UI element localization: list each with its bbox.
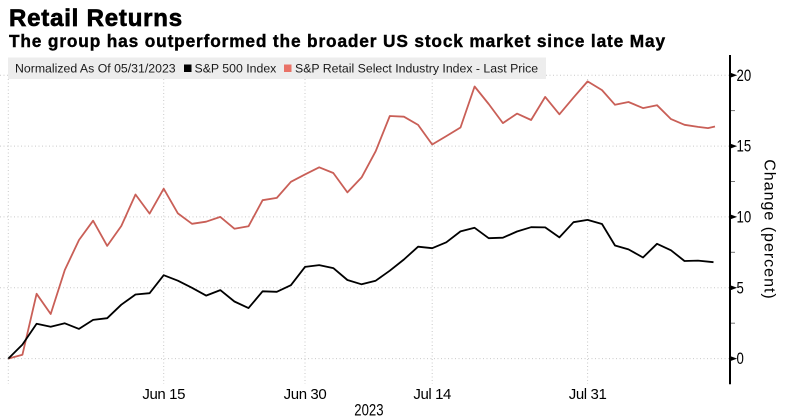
svg-text:Retail Returns: Retail Returns (9, 5, 183, 32)
svg-text:Jul 31: Jul 31 (569, 386, 607, 403)
svg-text:Jun 30: Jun 30 (284, 386, 327, 403)
svg-text:Change (percent): Change (percent) (761, 159, 778, 300)
svg-text:S&P Retail Select Industry Ind: S&P Retail Select Industry Index - Last … (295, 62, 538, 76)
svg-text:0: 0 (737, 350, 744, 369)
svg-text:20: 20 (737, 66, 752, 85)
svg-text:S&P 500 Index: S&P 500 Index (195, 62, 278, 76)
svg-text:Jul 14: Jul 14 (413, 386, 451, 403)
svg-text:10: 10 (737, 208, 752, 227)
svg-text:2023: 2023 (354, 402, 383, 420)
svg-text:Jun 15: Jun 15 (142, 386, 185, 403)
svg-text:The group has outperformed the: The group has outperformed the broader U… (9, 31, 666, 51)
svg-text:Normalized As Of 05/31/2023: Normalized As Of 05/31/2023 (15, 62, 176, 76)
svg-text:5: 5 (737, 279, 744, 298)
svg-text:15: 15 (737, 137, 752, 156)
